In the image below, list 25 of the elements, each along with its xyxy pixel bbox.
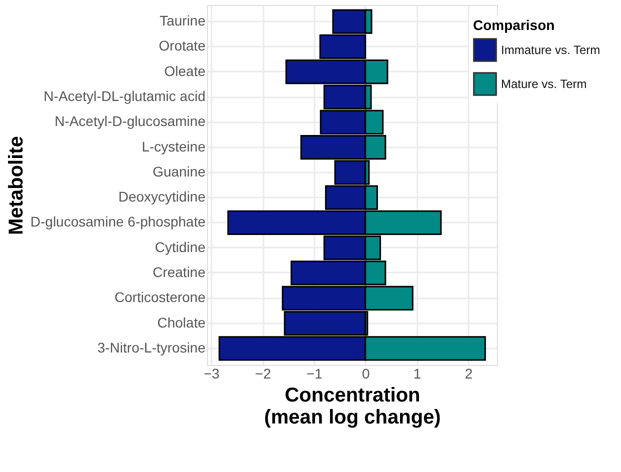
y-tick-label: N-Acetyl-DL-glutamic acid — [44, 88, 206, 104]
y-tick-label: Taurine — [160, 12, 206, 29]
y-tick-label: Cytidine — [154, 238, 206, 255]
y-tick-label: Guanine — [152, 163, 206, 180]
x-tick-label: 1 — [413, 366, 422, 382]
x-tick-label: −2 — [255, 366, 272, 382]
x-tick-label: −3 — [204, 366, 220, 382]
y-tick-label: Deoxycytidine — [118, 188, 206, 205]
y-tick-label: Corticosterone — [114, 289, 206, 306]
y-axis-title: Metabolite — [5, 136, 28, 235]
legend-label: Immature vs. Term — [501, 43, 600, 57]
legend-title: Comparison — [473, 17, 555, 33]
x-axis-title: Concentration (mean log change) — [264, 384, 441, 428]
x-tick-label: 2 — [464, 366, 473, 382]
y-tick-label: N-Acetyl-D-glucosamine — [54, 113, 206, 130]
y-tick-label: Cholate — [157, 314, 206, 330]
y-tick-label: D-glucosamine 6-phosphate — [30, 214, 206, 230]
y-tick-label: Oleate — [164, 62, 206, 79]
x-tick-label: −1 — [306, 366, 323, 382]
y-tick-label: L-cysteine — [142, 138, 206, 154]
y-tick-label: Creatine — [152, 264, 206, 280]
y-tick-label: 3-Nitro-L-tyrosine — [97, 339, 206, 356]
x-tick-label: 0 — [362, 366, 370, 382]
y-tick-label: Orotate — [158, 38, 206, 54]
legend-label: Mature vs. Term — [501, 77, 587, 91]
